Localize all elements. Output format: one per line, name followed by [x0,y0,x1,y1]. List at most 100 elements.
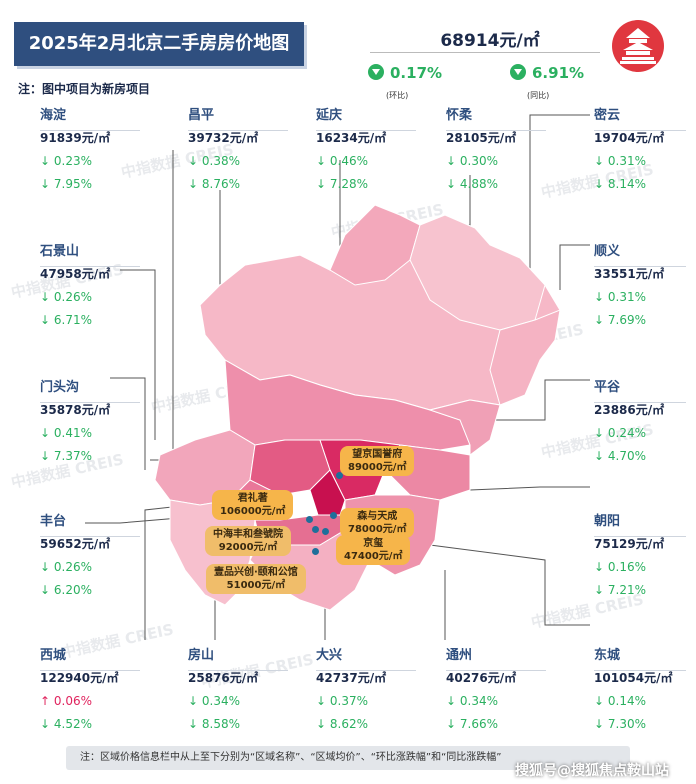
district-mom: ↓ 0.37% [316,694,368,708]
district-yoy: ↓ 8.14% [594,177,646,191]
divider [370,52,600,53]
project-price: 89000元/㎡ [348,462,407,473]
project-name: 君礼著 [237,493,268,504]
down-arrow-icon [510,64,526,80]
district-name: 房山 [188,648,215,663]
district-price: 33551元/㎡ [594,267,665,281]
district-mom: ↓ 0.24% [594,426,646,440]
divider [594,536,686,537]
district-price: 75129元/㎡ [594,537,665,551]
project-location-marker [312,526,319,533]
district-name: 怀柔 [446,108,473,123]
district-mom: ↓ 0.31% [594,290,646,304]
yoy-change-value: 6.91% [532,64,585,82]
district-yoy: ↓ 7.69% [594,313,646,327]
district-yoy: ↓ 7.37% [40,449,92,463]
project-location-marker [312,548,319,555]
project-location-marker [330,512,337,519]
divider [446,670,546,671]
district-name: 顺义 [594,244,621,259]
project-label: 中海丰和叁號院 92000元/㎡ [205,526,291,556]
district-yoy: ↓ 8.62% [316,717,368,731]
divider [316,130,416,131]
district-name: 门头沟 [40,380,80,395]
project-location-marker [322,528,329,535]
district-price: 91839元/㎡ [40,131,111,145]
project-label: 君礼著 106000元/㎡ [212,490,294,520]
district-yoy: ↓ 8.76% [188,177,240,191]
district-name: 朝阳 [594,514,621,529]
project-label: 壹品兴创·颐和公馆 51000元/㎡ [206,564,306,594]
district-xicheng: 西城 122940元/㎡ ↑ 0.06% ↓ 4.52% [40,644,150,736]
district-tongzhou: 通州 40276元/㎡ ↓ 0.34% ↓ 7.66% [446,644,556,736]
yoy-change: 6.91% [510,64,584,82]
mom-change-value: 0.17% [390,64,443,82]
district-yoy: ↓ 4.70% [594,449,646,463]
region-core [309,469,346,516]
subtitle-note: 注：图中项目为新房项目 [18,82,151,96]
district-shijingshan: 石景山 47958元/㎡ ↓ 0.26% ↓ 6.71% [40,240,150,332]
district-dongcheng: 东城 101054元/㎡ ↓ 0.14% ↓ 7.30% [594,644,696,736]
district-price: 35878元/㎡ [40,403,111,417]
district-mom: ↓ 0.30% [446,154,498,168]
divider [594,130,686,131]
district-mom: ↓ 0.26% [40,290,92,304]
district-price: 23886元/㎡ [594,403,665,417]
district-name: 延庆 [316,108,343,123]
district-mom: ↓ 0.16% [594,560,646,574]
divider [188,670,288,671]
district-price: 47958元/㎡ [40,267,111,281]
district-mom: ↓ 0.41% [40,426,92,440]
district-price: 40276元/㎡ [446,671,517,685]
source-watermark: 搜狐号@搜狐焦点鞍山站 [515,763,669,779]
district-mom: ↓ 0.34% [188,694,240,708]
divider [594,670,686,671]
district-name: 丰台 [40,514,67,529]
project-name: 森与天成 [357,511,398,522]
city-avg-price: 68914元/㎡ [440,31,540,51]
project-location-marker [306,516,313,523]
project-label: 京玺 47400元/㎡ [336,535,411,565]
district-price: 42737元/㎡ [316,671,387,685]
district-yanqing: 延庆 16234元/㎡ ↓ 0.46% ↓ 7.28% [316,104,426,196]
district-yoy: ↓ 8.58% [188,717,240,731]
district-mom: ↓ 0.38% [188,154,240,168]
page-title: 2025年2月北京二手房房价地图 [14,22,304,66]
district-haidian: 海淀 91839元/㎡ ↓ 0.23% ↓ 7.95% [40,104,150,196]
project-price: 78000元/㎡ [348,524,407,535]
district-yoy: ↓ 7.30% [594,717,646,731]
district-name: 海淀 [40,108,67,123]
district-price: 59652元/㎡ [40,537,111,551]
district-pinggu: 平谷 23886元/㎡ ↓ 0.24% ↓ 4.70% [594,376,696,468]
district-fangshan: 房山 25876元/㎡ ↓ 0.34% ↓ 8.58% [188,644,298,736]
divider [594,266,686,267]
district-name: 东城 [594,648,621,663]
district-name: 西城 [40,648,67,663]
district-price: 101054元/㎡ [594,671,673,685]
district-miyun: 密云 19704元/㎡ ↓ 0.31% ↓ 8.14% [594,104,696,196]
mom-label: (环比) [386,91,409,100]
district-name: 石景山 [40,244,80,259]
divider [40,130,140,131]
district-name: 大兴 [316,648,343,663]
district-mom: ↓ 0.23% [40,154,92,168]
down-arrow-icon [368,64,384,80]
district-yoy: ↓ 6.20% [40,583,92,597]
footer-note: 注：区域价格信息栏中从上至下分别为“区域名称”、“区域均价”、“环比涨跌幅”和“… [66,746,630,770]
region-shunyi-n [428,399,501,456]
district-huairou: 怀柔 28105元/㎡ ↓ 0.30% ↓ 4.88% [446,104,556,196]
divider [316,670,416,671]
district-mentougou: 门头沟 35878元/㎡ ↓ 0.41% ↓ 7.37% [40,376,150,468]
divider [40,402,140,403]
district-chaoyang: 朝阳 75129元/㎡ ↓ 0.16% ↓ 7.21% [594,510,696,602]
district-mom: ↑ 0.06% [40,694,92,708]
district-price: 39732元/㎡ [188,131,259,145]
region-pinggu [489,309,561,406]
district-shunyi: 顺义 33551元/㎡ ↓ 0.31% ↓ 7.69% [594,240,696,332]
project-price: 51000元/㎡ [226,580,286,591]
district-mom: ↓ 0.26% [40,560,92,574]
temple-of-heaven-icon [612,20,664,72]
district-mom: ↓ 0.46% [316,154,368,168]
district-yoy: ↓ 7.95% [40,177,92,191]
district-daxing: 大兴 42737元/㎡ ↓ 0.37% ↓ 8.62% [316,644,426,736]
